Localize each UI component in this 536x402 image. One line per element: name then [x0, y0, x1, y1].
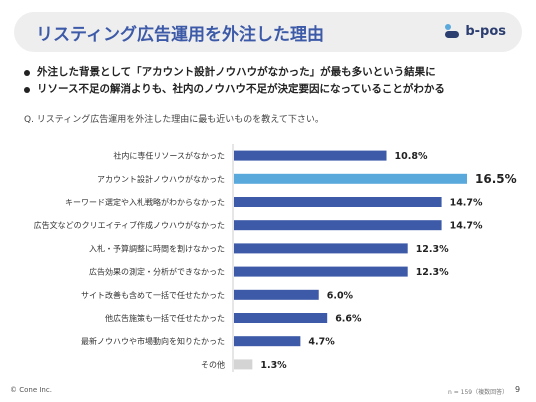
value-label: 10.8% — [395, 151, 428, 162]
value-label: 14.7% — [450, 198, 483, 209]
category-label: 入札・予算調整に時間を割けなかった — [89, 243, 225, 253]
sample-size-note: n = 159（複数回答） — [448, 389, 509, 396]
bar — [234, 197, 442, 207]
survey-question: Q. リスティング広告運用を外注した理由に最も近いものを教えて下さい。 — [24, 115, 324, 125]
value-label: 6.6% — [335, 314, 362, 325]
value-label: 16.5% — [475, 172, 517, 186]
logo-text: b-pos — [465, 23, 506, 39]
bullet-item: リソース不足の解消よりも、社内のノウハウ不足が決定要因になっていることがわかる — [24, 81, 445, 98]
category-label: 社内に専任リソースがなかった — [113, 151, 225, 161]
category-label: 他広告施策も一括で任せたかった — [105, 313, 225, 323]
summary-bullets: 外注した背景として「アカウント設計ノウハウがなかった」が最も多いという結果に リ… — [24, 64, 445, 98]
bar — [234, 266, 408, 277]
header-banner: リスティング広告運用を外注した理由 b-pos — [14, 12, 522, 52]
category-label: アカウント設計ノウハウがなかった — [97, 174, 225, 184]
page-title: リスティング広告運用を外注した理由 — [36, 25, 324, 45]
page-number: 9 — [515, 385, 521, 394]
brand-logo: b-pos — [444, 23, 506, 39]
bar — [234, 150, 387, 161]
bullet-text: 外注した背景として「アカウント設計ノウハウがなかった」が最も多いという結果に — [37, 66, 436, 78]
category-label: サイト改善も含めて一括で任せたかった — [81, 290, 225, 300]
value-label: 6.0% — [327, 290, 354, 301]
bullet-dot-icon — [24, 86, 30, 93]
bar — [234, 359, 253, 370]
b-pos-logo-icon — [445, 24, 460, 38]
category-label: 最新ノウハウや市場動向を知りたかった — [81, 336, 225, 346]
category-label: 広告文などのクリエイティブ作成ノウハウがなかった — [34, 220, 225, 230]
bar-chart: 社内に専任リソースがなかった 10.8% アカウント設計ノウハウがなかった 16.5%… — [34, 144, 517, 372]
copyright: © Cone Inc. — [10, 386, 52, 394]
category-label: キーワード選定や入札戦略がわからなかった — [65, 197, 225, 207]
bar — [234, 336, 301, 347]
value-label: 1.3% — [260, 360, 287, 371]
bar — [234, 173, 467, 184]
bullet-dot-icon — [24, 69, 30, 76]
value-label: 12.3% — [416, 244, 449, 255]
value-label: 4.7% — [308, 337, 335, 348]
category-label: 広告効果の測定・分析ができなかった — [89, 267, 225, 277]
category-label: その他 — [201, 359, 225, 369]
value-label: 12.3% — [416, 267, 449, 278]
bar — [234, 243, 408, 254]
bullet-text: リソース不足の解消よりも、社内のノウハウ不足が決定要因になっていることがわかる — [37, 83, 445, 95]
bar — [234, 289, 319, 300]
bar — [234, 313, 328, 323]
bullet-item: 外注した背景として「アカウント設計ノウハウがなかった」が最も多いという結果に — [24, 64, 445, 81]
bar — [234, 220, 442, 231]
value-label: 14.7% — [450, 221, 483, 232]
